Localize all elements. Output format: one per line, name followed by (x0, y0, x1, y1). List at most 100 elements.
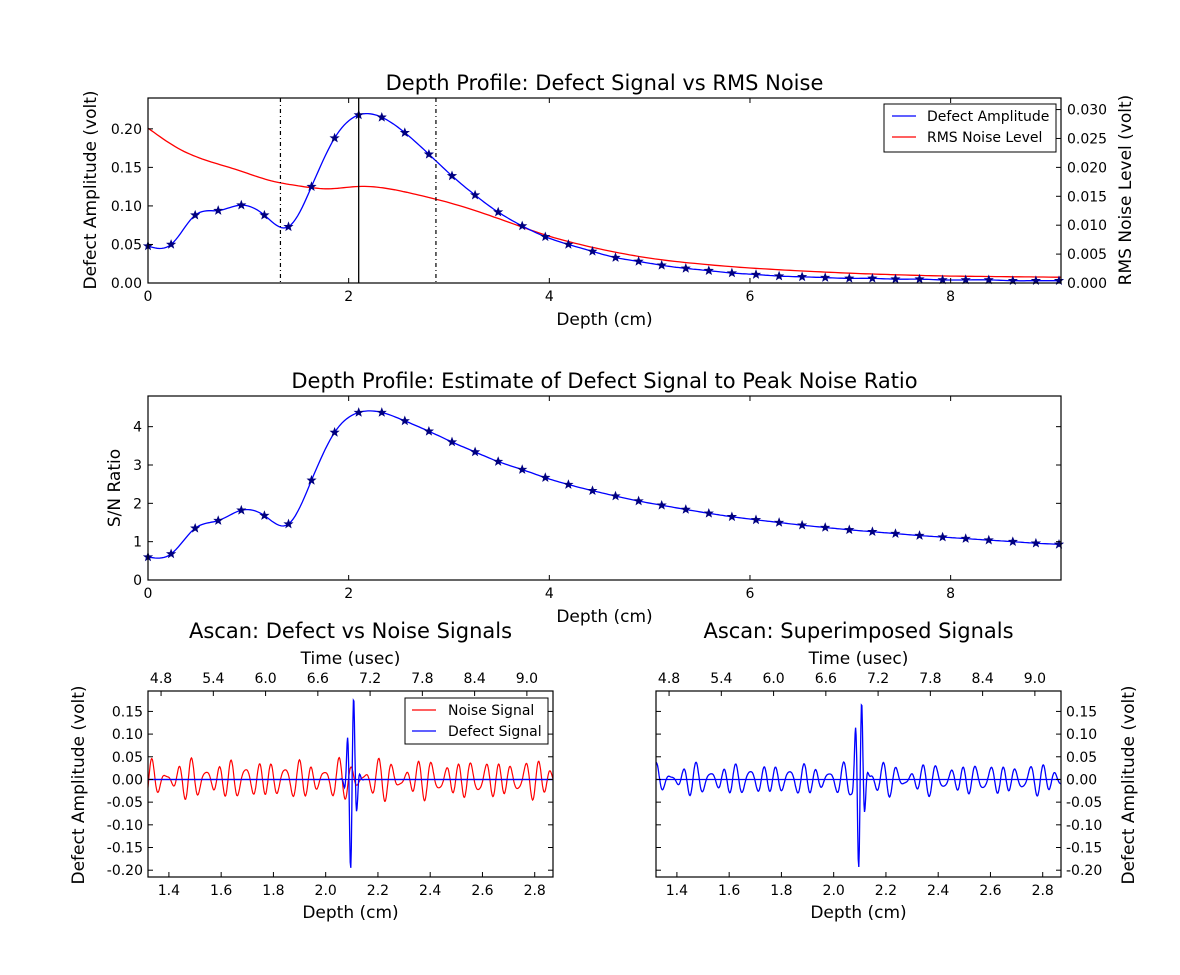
x-tick-label: 2 (344, 586, 353, 602)
legend-box (404, 697, 549, 745)
x-axis-label: Depth (cm) (556, 607, 652, 627)
data-point-marker (960, 274, 971, 285)
x-tick-label: 2.2 (875, 883, 897, 899)
data-point-marker (213, 205, 224, 215)
chart-title: Depth Profile: Estimate of Defect Signal… (291, 369, 917, 393)
x-axis-label: Depth (cm) (810, 903, 906, 923)
y-tick-label: 0.00 (1066, 772, 1097, 788)
y2-tick-label: 0.015 (1067, 189, 1107, 205)
legend-label-noise: Noise Signal (448, 703, 534, 719)
data-point-marker (890, 273, 901, 284)
data-point-marker (283, 518, 294, 529)
data-point-marker (703, 507, 714, 518)
panel-ascan-superimposed: Ascan: Superimposed Signals Time (usec) … (655, 619, 1139, 923)
y-tick-label: 3 (133, 458, 142, 474)
data-point-marker (423, 148, 434, 159)
data-point-marker (797, 271, 808, 282)
data-point-marker (376, 111, 387, 122)
data-point-marker (1030, 537, 1042, 548)
x2-axis-label: Time (usec) (300, 649, 401, 669)
series-superimposed-signal-line (655, 703, 1062, 868)
y-axis-label: S/N Ratio (105, 449, 125, 527)
x2-tick-label: 7.8 (411, 671, 433, 687)
y2-tick-label: 0.000 (1067, 276, 1107, 292)
data-point-marker (353, 407, 364, 417)
y-tick-label: 0.15 (1066, 704, 1097, 720)
data-point-marker (446, 436, 458, 447)
x2-tick-label: 9.0 (516, 671, 538, 687)
x2-tick-label: 6.6 (307, 671, 329, 687)
x-tick-label: 0 (144, 586, 153, 602)
y-tick-label: 0.00 (111, 276, 142, 292)
chart-title: Depth Profile: Defect Signal vs RMS Nois… (386, 71, 824, 95)
y-tick-label: 0.00 (112, 772, 143, 788)
chart-title: Ascan: Defect vs Noise Signals (189, 619, 512, 643)
data-point-marker (190, 209, 201, 220)
data-point-marker (493, 206, 504, 217)
plot-area: 1.4 1.6 1.8 2.0 2.2 2.4 2.6 2.8 4.8 5.4 6.0 6.6 7.2 7… (655, 671, 1102, 899)
x-tick-label: 2.8 (524, 883, 546, 899)
y-tick-label: 1 (133, 535, 142, 551)
data-point-marker (610, 252, 621, 262)
y-tick-label: 0.10 (112, 727, 143, 743)
x2-tick-label: 4.8 (150, 671, 172, 687)
data-point-marker (820, 272, 831, 282)
data-point-marker (399, 415, 410, 426)
x-tick-label: 1.8 (262, 883, 284, 899)
data-point-marker (610, 490, 621, 501)
x-tick-label: 2.0 (823, 883, 845, 899)
data-point-marker (656, 499, 667, 510)
y-tick-label: 4 (133, 420, 142, 436)
legend: Defect Amplitude RMS Noise Level (883, 103, 1057, 153)
x2-tick-label: 5.4 (710, 671, 732, 687)
x2-axis-label: Time (usec) (808, 649, 909, 669)
y-tick-label: 0.20 (111, 122, 142, 138)
y-tick-label: -0.20 (1066, 863, 1102, 879)
data-point-marker (937, 274, 948, 285)
y-axis-label: Defect Amplitude (volt) (1119, 685, 1139, 884)
y-tick-label: 0.10 (111, 199, 142, 215)
data-point-marker (446, 170, 458, 181)
data-point-marker (633, 495, 644, 506)
data-point-marker (750, 269, 762, 279)
legend-label-noise: RMS Noise Level (927, 130, 1042, 146)
data-point-marker (329, 427, 340, 437)
data-point-marker (867, 273, 878, 283)
y-axis-label: Defect Amplitude (volt) (69, 685, 89, 884)
data-point-marker (633, 256, 644, 266)
legend-label-defect: Defect Amplitude (927, 109, 1049, 125)
x2-tick-label: 7.2 (359, 671, 381, 687)
data-point-marker (914, 273, 925, 284)
y-tick-label: 0.05 (112, 750, 143, 766)
x-tick-label: 1.6 (210, 883, 232, 899)
data-point-marker (680, 263, 691, 273)
plot-area: 0 2 4 6 8 0.00 0.05 0.10 0.15 0.20 0.000 0.005 0.010… (111, 97, 1107, 305)
data-point-marker (259, 510, 270, 520)
data-point-marker (283, 221, 294, 232)
y-tick-label: -0.10 (1066, 818, 1102, 834)
plot-area: 0 2 4 6 8 0 1 2 3 4 (133, 395, 1065, 602)
y-tick-label: -0.05 (107, 795, 143, 811)
x-tick-label: 2.8 (1032, 883, 1054, 899)
y-tick-label: -0.15 (1066, 841, 1102, 857)
x-tick-label: 2.6 (979, 883, 1001, 899)
y-tick-label: -0.10 (107, 818, 143, 834)
axes-frame (147, 97, 1062, 284)
axes-frame (655, 690, 1062, 878)
data-point-marker (236, 504, 247, 515)
data-point-marker (726, 267, 738, 278)
data-point-marker (259, 209, 270, 220)
x2-tick-label: 5.4 (202, 671, 224, 687)
x2-tick-label: 6.0 (254, 671, 276, 687)
data-point-marker (1007, 536, 1018, 546)
data-point-marker (306, 181, 317, 192)
panel-depth-profile-snr: Depth Profile: Estimate of Defect Signal… (105, 369, 1065, 627)
x-tick-label: 0 (144, 289, 153, 305)
x-tick-label: 1.4 (666, 883, 688, 899)
data-point-marker (517, 464, 528, 474)
x-tick-label: 6 (746, 289, 755, 305)
x2-tick-label: 4.8 (658, 671, 680, 687)
data-point-marker (236, 199, 247, 210)
y-tick-label: 0.05 (111, 237, 142, 253)
